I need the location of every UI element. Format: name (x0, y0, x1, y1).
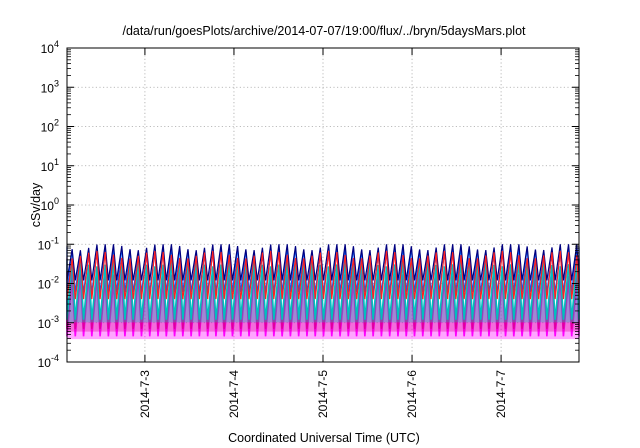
y-tick-exponent: 0 (54, 196, 59, 206)
x-tick-label: 2014-7-6 (405, 370, 419, 418)
y-tick-label: 104 (41, 39, 59, 56)
y-tick-label: 10-4 (38, 353, 59, 370)
y-tick-exponent: -2 (51, 275, 59, 285)
y-tick-label: 100 (41, 196, 59, 213)
plot-frame (66, 47, 580, 363)
y-tick-base: 10 (41, 42, 55, 56)
series-group (66, 244, 580, 340)
y-tick-exponent: -4 (51, 353, 59, 363)
x-tick-label: 2014-7-3 (138, 370, 152, 418)
y-tick-label: 101 (41, 157, 59, 174)
y-tick-label: 10-3 (38, 314, 59, 331)
series-line (66, 244, 580, 281)
x-tick-label: 2014-7-7 (494, 370, 508, 418)
chart-title: /data/run/goesPlots/archive/2014-07-07/1… (122, 24, 526, 38)
y-axis-label: cSv/day (29, 182, 43, 227)
y-tick-label: 103 (41, 78, 59, 95)
y-tick-base: 10 (38, 278, 52, 292)
y-tick-exponent: 2 (54, 118, 59, 128)
y-tick-base: 10 (38, 356, 52, 370)
y-tick-label: 10-1 (38, 235, 59, 252)
y-tick-exponent: 1 (54, 157, 59, 167)
y-tick-exponent: 4 (54, 39, 59, 49)
y-tick-label: 102 (41, 118, 59, 135)
series-line (66, 250, 580, 300)
y-tick-exponent: -3 (51, 314, 59, 324)
ylabel-group: cSv/day (29, 182, 43, 227)
y-tick-base: 10 (41, 81, 55, 95)
y-tick-base: 10 (41, 121, 55, 135)
y-tick-label: 10-2 (38, 275, 59, 292)
y-tick-base: 10 (41, 199, 55, 213)
y-tick-exponent: -1 (51, 235, 59, 245)
x-tick-label: 2014-7-4 (227, 370, 241, 418)
x-axis-label: Coordinated Universal Time (UTC) (228, 431, 420, 445)
series-line (66, 258, 580, 320)
y-tick-base: 10 (38, 238, 52, 252)
y-tick-exponent: 3 (54, 78, 59, 88)
series-fill (67, 258, 579, 323)
y-tick-base: 10 (41, 160, 55, 174)
x-tick-label: 2014-7-5 (316, 370, 330, 418)
y-tick-base: 10 (38, 317, 52, 331)
